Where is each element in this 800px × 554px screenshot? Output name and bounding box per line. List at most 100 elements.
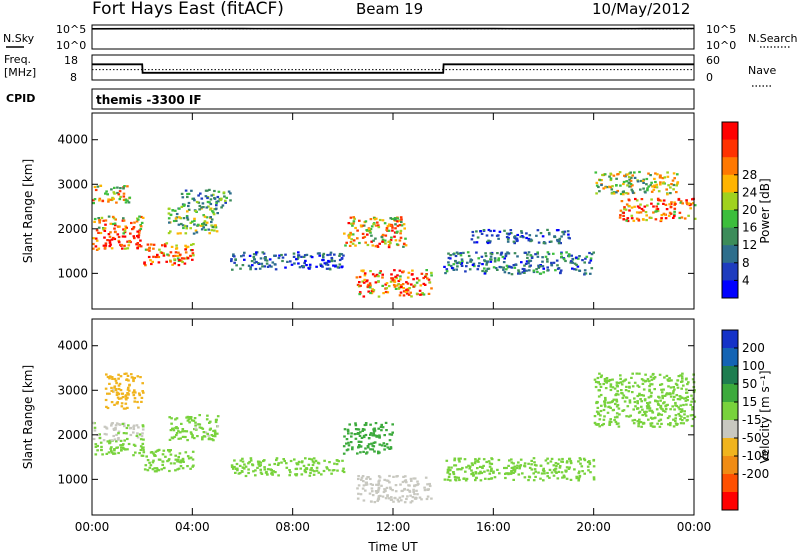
cell-8-179 (568, 466, 571, 469)
cell-9-366 (653, 425, 656, 428)
cell-8-72 (363, 278, 366, 281)
cell-12-14 (632, 219, 636, 222)
cell-6-64 (338, 258, 342, 262)
cell-6-101 (259, 257, 263, 260)
cell-9-157 (684, 399, 688, 402)
cell-9-46 (687, 381, 690, 384)
cell-9-260 (649, 383, 652, 386)
cell-11-108 (631, 191, 635, 194)
cell-9-16 (681, 372, 684, 375)
ytick-label-2: 3000 (57, 177, 88, 191)
cell-8-89 (419, 293, 422, 296)
cell-5-16 (259, 468, 262, 471)
cell-9-238 (670, 379, 673, 382)
cell-9-150 (536, 252, 539, 255)
cell-8-228 (477, 457, 481, 460)
power-scatter-cells (92, 170, 697, 298)
cell-7-42 (401, 480, 405, 484)
cell-7-1 (387, 497, 391, 500)
cell-4-36 (171, 427, 174, 431)
cell-9-348 (640, 400, 643, 403)
cell-8-117 (479, 470, 482, 473)
cell-8-120 (423, 283, 427, 286)
cell-7-33 (391, 229, 394, 232)
cell-9-128 (636, 400, 639, 403)
cell-9-265 (672, 398, 675, 401)
cell-10-50 (548, 233, 551, 236)
cell-11-54 (675, 191, 678, 194)
cell-11-130 (625, 180, 628, 183)
cell-7-121 (383, 488, 386, 491)
cell-4-70 (208, 232, 211, 235)
cell-7-49 (396, 217, 400, 220)
cell-9-378 (681, 380, 684, 383)
cell-10-65 (492, 229, 496, 232)
cell-9-65 (576, 265, 580, 268)
cell-12-67 (673, 201, 676, 204)
cell-11-129 (626, 184, 629, 187)
cell-11-90 (666, 193, 669, 196)
cell-9-164 (656, 422, 659, 425)
cell-8-47 (454, 464, 458, 467)
cell-9-223 (608, 405, 611, 408)
cell-4-43 (214, 420, 218, 424)
cell-5-2 (229, 199, 232, 202)
cell-9-216 (578, 255, 581, 258)
cell-3-3 (144, 464, 148, 467)
cell-7-125 (396, 475, 399, 478)
velocity-ylabel: Slant Range [km] (21, 365, 35, 469)
cell-4-90 (202, 435, 206, 438)
cell-7-103 (377, 496, 380, 499)
cell-5-62 (209, 202, 213, 206)
cell-5-28 (289, 459, 293, 463)
cell-6-69 (318, 254, 321, 257)
cell-11-91 (676, 173, 679, 176)
cell-9-19 (449, 257, 452, 260)
cbar-seg-4 (722, 192, 738, 211)
cell-4-41 (193, 219, 196, 222)
cell-7-37 (383, 239, 387, 242)
cell-6-13 (354, 424, 358, 427)
cell-5-74 (307, 463, 311, 466)
cell-5-87 (342, 467, 345, 470)
cell-12-79 (623, 208, 626, 211)
cell-9-177 (530, 255, 534, 258)
cell-4-20 (202, 214, 205, 217)
cell-5-72 (323, 459, 326, 462)
cell-2-87 (113, 385, 117, 388)
cell-9-326 (615, 381, 619, 384)
cbar-label-4: 20 (742, 203, 757, 217)
cell-6-18 (329, 253, 332, 256)
cell-6-100 (304, 259, 307, 262)
cell-9-174 (505, 268, 508, 271)
cell-7-14 (374, 224, 378, 227)
nave-label: Nave (748, 64, 776, 77)
cell-4-45 (215, 418, 218, 421)
cell-10-57 (537, 241, 541, 244)
cell-6-109 (318, 252, 321, 255)
cell-6-21 (260, 262, 264, 265)
cell-7-104 (366, 233, 369, 236)
cell-8-87 (405, 281, 408, 284)
cell-4-22 (167, 212, 171, 215)
cell-9-192 (648, 401, 652, 404)
cell-2-61 (125, 378, 129, 381)
cell-7-77 (404, 244, 408, 247)
cell-12-83 (687, 202, 690, 205)
cell-2-21 (96, 185, 100, 188)
cell-8-95 (426, 277, 429, 280)
cell-9-267 (672, 425, 676, 428)
cell-6-49 (367, 443, 371, 446)
cell-11-42 (670, 183, 673, 186)
cell-4-76 (213, 226, 216, 229)
cell-9-287 (595, 423, 599, 426)
cell-5-49 (275, 457, 279, 460)
cell-6-33 (373, 450, 376, 453)
cell-8-7 (589, 471, 592, 474)
cell-5-142 (342, 470, 346, 474)
cell-3-33 (181, 260, 184, 264)
cell-3-52 (146, 248, 150, 251)
cell-7-41 (406, 488, 410, 491)
cell-8-27 (487, 477, 491, 481)
cell-8-66 (482, 464, 485, 467)
